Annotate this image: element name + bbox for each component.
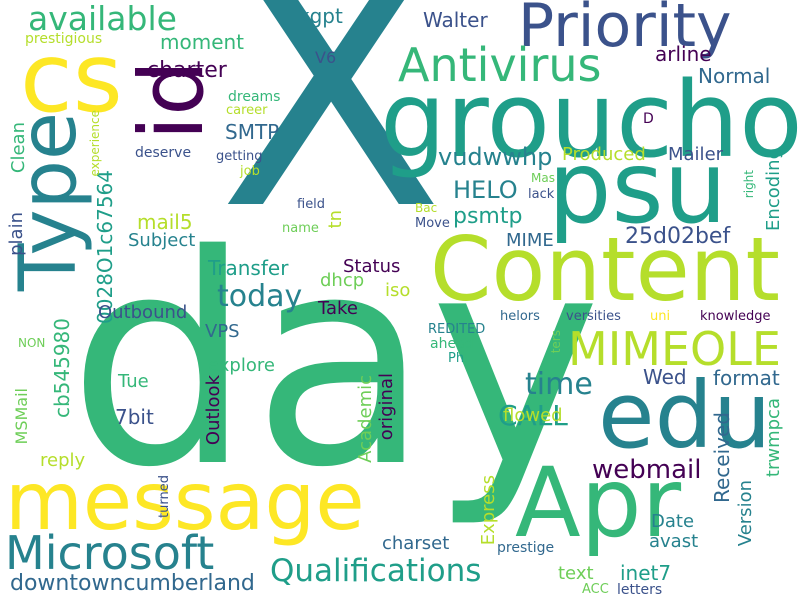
word: D (643, 111, 654, 127)
word: moment (160, 30, 245, 54)
word: dhcp (320, 270, 365, 291)
word: Mailer (668, 144, 724, 165)
word: field (297, 197, 326, 212)
word: edu (598, 362, 772, 469)
word: Walter (423, 8, 488, 32)
word: right (742, 170, 756, 199)
word: Academic (355, 375, 376, 463)
word: prestige (497, 540, 555, 556)
word: career (226, 103, 268, 118)
word: vudwwhp (438, 143, 553, 171)
word: time (525, 367, 593, 402)
word: prestigious (25, 31, 103, 47)
word: arline (655, 42, 712, 66)
word: Move (415, 216, 450, 231)
word: Bac (415, 201, 438, 215)
word: 7bit (115, 405, 154, 429)
word: name (282, 221, 319, 236)
word: Qualifications (270, 553, 482, 589)
word: kgpt (298, 4, 343, 28)
word: trwmpca (763, 398, 784, 478)
word: reply (40, 450, 86, 471)
word: groucho (380, 59, 800, 181)
word: available (28, 0, 177, 38)
word: lack (528, 187, 555, 202)
word: job (240, 164, 260, 179)
word: SMTP (225, 120, 280, 144)
word: webmail (592, 455, 702, 485)
word: V6 (315, 48, 337, 67)
word: experience (88, 110, 102, 177)
word: mail5 (137, 210, 193, 234)
word: explore (208, 355, 275, 376)
word: Microsoft (5, 526, 215, 580)
word: versities (566, 309, 621, 324)
word: Antivirus (398, 38, 602, 92)
word: letters (617, 582, 663, 598)
word: deserve (135, 145, 192, 161)
word: Transfer (208, 256, 289, 280)
word: Version (735, 480, 756, 547)
word: 25d02bef (625, 224, 731, 249)
word: getting (216, 149, 263, 164)
word: ahead (430, 336, 474, 352)
word: Encoding (763, 148, 784, 231)
word: Produced (562, 144, 646, 165)
word: Outlook (203, 375, 224, 446)
word: Status (343, 256, 401, 277)
word: X (218, 0, 445, 282)
word: message (5, 455, 365, 548)
word: Received (710, 412, 734, 503)
word: ACC (582, 582, 609, 597)
word: knowledge (700, 309, 771, 324)
word: Outbound (98, 302, 188, 323)
word: inet7 (620, 561, 672, 585)
word: CALL (498, 399, 568, 432)
word: psu (548, 129, 727, 246)
word: Mas (531, 171, 555, 185)
word: MIMEOLE (568, 322, 781, 376)
word: original (376, 373, 397, 441)
word: today (217, 279, 303, 314)
word: day (68, 194, 602, 531)
word: charter (147, 58, 227, 83)
word: Date (651, 511, 695, 532)
word: helors (500, 309, 540, 324)
word: 0028O1c67564 (93, 170, 117, 324)
word: flowed (503, 405, 563, 426)
word: avast (649, 531, 699, 552)
word: Wed (643, 365, 687, 389)
word: Normal (698, 64, 771, 88)
word: Apr (515, 447, 682, 559)
word: Take (318, 298, 358, 319)
word: charset (382, 533, 450, 554)
word: text (558, 563, 594, 584)
word: format (713, 366, 780, 390)
word: Clean (8, 122, 29, 174)
word: Ph (448, 351, 465, 366)
word: VPS (205, 321, 240, 342)
word: ters (549, 330, 563, 354)
word: MIME (506, 230, 554, 251)
word: HELO (453, 176, 518, 204)
word: cs (20, 22, 123, 134)
word: psmtp (453, 204, 523, 229)
word: plain (6, 212, 27, 256)
word: Express (478, 475, 499, 546)
word: NON (18, 336, 46, 350)
word: turned (157, 475, 172, 518)
word: dreams (228, 89, 281, 105)
word: cb545980 (50, 318, 74, 419)
word: Content (430, 218, 780, 321)
word: uni (650, 309, 671, 324)
word: REDITED (428, 322, 486, 337)
word: tn (325, 210, 346, 229)
word: Priority (518, 0, 732, 61)
word: MSMail (12, 388, 31, 445)
word: downtowncumberland (10, 571, 255, 596)
word: Tue (118, 371, 149, 392)
word: Subject (128, 230, 196, 251)
word: iso (385, 280, 411, 301)
